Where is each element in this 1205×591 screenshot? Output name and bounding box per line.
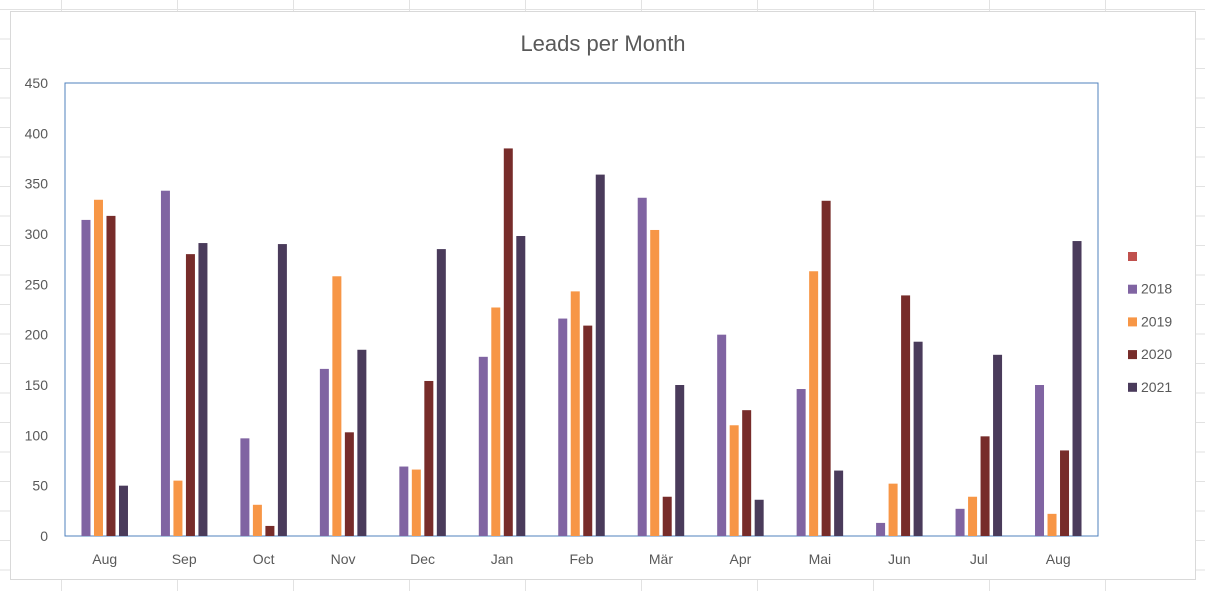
bar-2018-mär: [637, 197, 647, 536]
bar-2021-feb: [595, 174, 605, 537]
bar-2018-jul: [955, 508, 965, 536]
x-tick-label: Dec: [410, 551, 435, 567]
bar-2020-jul: [980, 436, 990, 536]
bar-2019-aug: [1047, 513, 1057, 536]
y-tick-label: 50: [32, 478, 48, 494]
plot-area-border: [64, 82, 1099, 537]
bar-2020-aug: [106, 215, 116, 536]
bar-2018-feb: [558, 318, 568, 536]
bar-2021-mär: [675, 385, 685, 536]
legend-label-2019: 2019: [1141, 313, 1172, 329]
bar-2018-jan: [478, 356, 488, 536]
bar-2019-mai: [809, 271, 819, 536]
bar-2020-mai: [821, 200, 831, 536]
bar-2018-oct: [240, 438, 250, 536]
legend-swatch-2018: [1128, 284, 1137, 294]
bar-2019-nov: [332, 276, 342, 536]
chart-title: Leads per Month: [520, 31, 685, 56]
x-tick-label: Mai: [809, 551, 832, 567]
y-tick-label: 100: [25, 427, 49, 443]
y-tick-label: 150: [25, 377, 49, 393]
x-tick-label: Feb: [569, 551, 593, 567]
bar-2019-aug: [93, 199, 103, 536]
x-tick-label: Mär: [649, 551, 673, 567]
y-tick-label: 200: [25, 327, 49, 343]
bar-2021-jul: [993, 354, 1003, 536]
y-tick-label: 400: [25, 125, 49, 141]
bar-2020-dec: [424, 380, 434, 536]
x-tick-label: Sep: [172, 551, 197, 567]
bar-2020-oct: [265, 525, 275, 536]
y-axis-ticks: 0 50 100 150 200 250 300 350 400 450: [25, 75, 49, 544]
x-tick-label: Aug: [1046, 551, 1071, 567]
bar-2021-jun: [913, 341, 923, 536]
bar-2020-aug: [1060, 450, 1070, 536]
legend-swatch-2019: [1128, 317, 1137, 327]
bar-2018-aug: [1035, 385, 1045, 536]
legend-swatch-2021: [1128, 382, 1137, 392]
x-axis-ticks: Aug Sep Oct Nov Dec Jan Feb Mär Apr Mai Jun Jul Aug: [92, 551, 1070, 567]
bar-2020-sep: [185, 254, 195, 536]
bar-2018-mai: [796, 389, 806, 536]
bar-2020-mär: [662, 496, 672, 536]
bar-2021-nov: [357, 349, 367, 536]
bar-2019-apr: [729, 425, 739, 536]
bar-2021-apr: [754, 499, 764, 536]
y-tick-label: 250: [25, 276, 49, 292]
bar-2018-jun: [876, 522, 886, 536]
legend-label-2021: 2021: [1141, 379, 1172, 395]
x-tick-label: Jan: [491, 551, 514, 567]
bar-2020-feb: [583, 325, 593, 536]
legend-label-2018: 2018: [1141, 281, 1172, 297]
bar-2019-jun: [888, 483, 898, 536]
bar-2020-nov: [344, 432, 354, 536]
x-tick-label: Apr: [730, 551, 752, 567]
bars-layer: [81, 148, 1082, 537]
x-tick-label: Jun: [888, 551, 911, 567]
bar-2018-dec: [399, 466, 409, 536]
bar-2021-aug: [118, 485, 128, 536]
bar-2021-dec: [436, 249, 446, 536]
legend-swatch-2020: [1128, 350, 1137, 360]
bar-2020-jun: [901, 295, 911, 536]
bar-2019-jan: [491, 307, 501, 536]
bar-2019-mär: [650, 229, 660, 536]
bar-2018-nov: [319, 368, 329, 536]
bar-2018-sep: [160, 190, 170, 536]
bar-2021-mai: [834, 470, 844, 536]
bar-2019-oct: [252, 504, 262, 536]
y-tick-label: 450: [25, 75, 49, 91]
bar-2021-sep: [198, 243, 208, 536]
bar-2020-apr: [742, 410, 752, 536]
bar-2019-dec: [411, 469, 421, 536]
leads-per-month-chart: Leads per Month 0 50 100 150 200 250 300 350 400…: [25, 31, 1173, 567]
x-tick-label: Nov: [331, 551, 356, 567]
bar-2021-jan: [516, 236, 526, 536]
bar-2021-oct: [277, 244, 287, 536]
x-tick-label: Aug: [92, 551, 117, 567]
bar-2019-sep: [173, 480, 183, 536]
x-tick-label: Jul: [970, 551, 988, 567]
bar-2020-jan: [503, 148, 513, 536]
bar-2019-feb: [570, 291, 580, 536]
chart-area: Leads per Month 0 50 100 150 200 250 300 350 400…: [10, 11, 1196, 580]
bar-2021-aug: [1072, 241, 1082, 537]
legend-label-2020: 2020: [1141, 346, 1172, 362]
y-tick-label: 0: [40, 528, 48, 544]
y-tick-label: 300: [25, 226, 49, 242]
y-tick-label: 350: [25, 176, 49, 192]
x-tick-label: Oct: [253, 551, 275, 567]
bar-2019-jul: [968, 496, 978, 536]
legend-swatch-unnamed: [1128, 252, 1137, 261]
bar-2018-apr: [717, 334, 727, 536]
legend: 2018 2019 2020 2021: [1128, 252, 1172, 395]
bar-2018-aug: [81, 219, 91, 536]
